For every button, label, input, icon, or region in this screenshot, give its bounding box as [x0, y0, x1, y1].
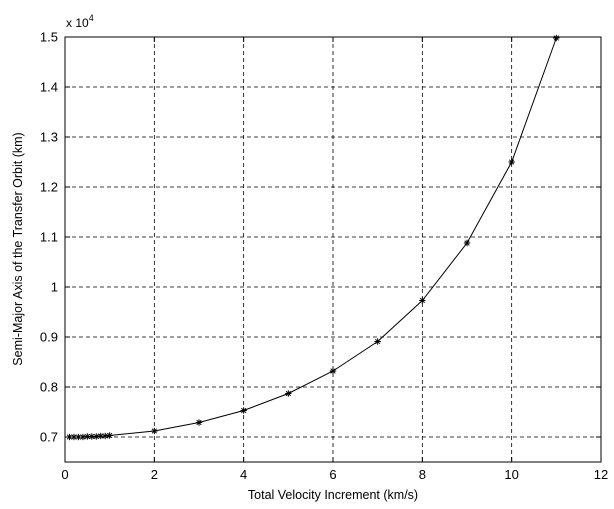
data-point-marker — [553, 34, 560, 42]
y-tick-label: 1 — [51, 280, 58, 295]
data-point-marker — [374, 338, 381, 345]
y-tick-label: 1.3 — [40, 130, 58, 145]
y-axis-title: Semi-Major Axis of the Transfer Orbit (k… — [11, 132, 25, 365]
x-tick-label: 8 — [419, 467, 426, 482]
y-multiplier-label: x 104 — [66, 13, 94, 30]
data-point-marker — [508, 158, 515, 166]
data-point-marker — [151, 427, 158, 435]
y-tick-label: 1.1 — [40, 230, 58, 245]
data-point-marker — [84, 433, 91, 440]
x-tick-label: 12 — [594, 467, 608, 482]
x-tick-label: 6 — [329, 467, 336, 482]
data-point-marker — [329, 367, 337, 375]
data-point-marker — [93, 433, 100, 440]
data-point-marker — [463, 239, 471, 247]
y-multiplier-base: x 10 — [66, 16, 89, 30]
grid-lines — [65, 37, 601, 462]
x-tick-label: 4 — [240, 467, 247, 482]
y-tick-label: 0.9 — [40, 330, 58, 345]
axis-ticks: 0 2 4 6 8 10 12 0.7 0.8 0.9 1 1.1 1.2 1.3 1.4 1.5 — [40, 30, 608, 483]
data-point-marker — [88, 433, 95, 440]
x-tick-label: 10 — [504, 467, 518, 482]
x-tick-label: 0 — [61, 467, 68, 482]
y-tick-label: 1.4 — [40, 80, 58, 95]
data-point-marker — [106, 432, 113, 439]
data-point-marker — [285, 390, 292, 397]
data-point-marker — [240, 407, 247, 414]
x-axis-title: Total Velocity Increment (km/s) — [248, 488, 418, 502]
y-multiplier-exponent: 4 — [89, 13, 94, 23]
y-tick-label: 1.5 — [40, 30, 58, 45]
data-point-marker — [97, 432, 104, 440]
data-point-marker — [419, 297, 426, 304]
data-point-marker — [195, 419, 203, 426]
x-tick-label: 2 — [151, 467, 158, 482]
y-tick-label: 0.8 — [40, 380, 58, 395]
y-tick-label: 0.7 — [40, 430, 58, 445]
data-series — [66, 34, 560, 441]
y-tick-label: 1.2 — [40, 180, 58, 195]
